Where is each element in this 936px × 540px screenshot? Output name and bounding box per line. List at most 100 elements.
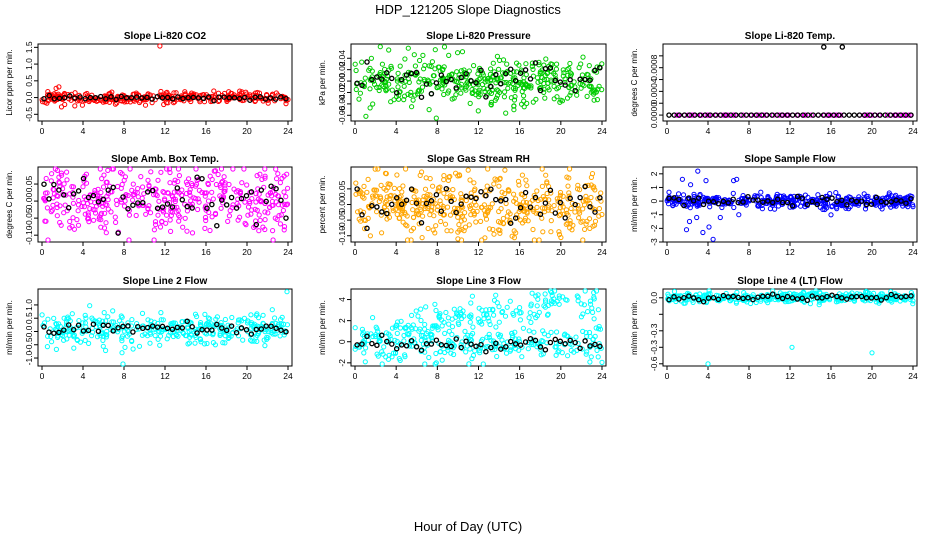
data-point (755, 197, 761, 203)
data-point (403, 343, 410, 349)
data-point (51, 330, 57, 336)
series-all-slopes (39, 43, 291, 110)
data-point (41, 195, 47, 201)
data-point (56, 329, 62, 336)
data-point (395, 70, 401, 77)
data-point (567, 195, 573, 202)
data-point (507, 66, 514, 72)
data-point (537, 344, 544, 350)
data-point (512, 77, 519, 84)
data-point (274, 216, 280, 222)
data-point (75, 188, 82, 194)
data-point (523, 177, 529, 183)
data-point (139, 95, 145, 101)
data-point (262, 96, 269, 102)
data-point (576, 65, 582, 71)
data-point (61, 94, 68, 101)
data-point (466, 68, 472, 74)
data-point (580, 311, 586, 317)
data-point (392, 206, 398, 212)
data-point (403, 324, 409, 330)
data-point (458, 203, 465, 209)
data-point (248, 189, 255, 195)
data-point (908, 293, 914, 299)
x-tick-label: 0 (40, 371, 45, 381)
data-point (582, 76, 588, 83)
data-point (195, 95, 202, 101)
data-point (557, 199, 564, 206)
data-point (423, 304, 429, 310)
data-point (491, 312, 497, 318)
series-hourly-median (666, 44, 914, 118)
data-point (500, 215, 506, 222)
data-point (592, 90, 598, 96)
data-point (587, 204, 593, 210)
data-point (529, 290, 535, 296)
panel-title: Slope Line 3 Flow (436, 276, 521, 287)
data-point (578, 219, 584, 225)
data-point (353, 67, 359, 74)
data-point (80, 320, 86, 326)
data-point (262, 166, 268, 172)
data-point (386, 47, 392, 53)
data-point (888, 199, 894, 205)
data-point (149, 100, 155, 106)
data-point (455, 312, 461, 318)
data-point (494, 353, 500, 360)
data-point (476, 348, 483, 354)
data-point (591, 97, 597, 103)
data-point (506, 187, 512, 194)
data-point (768, 296, 774, 302)
data-point (423, 175, 429, 181)
data-point (175, 178, 181, 185)
data-point (750, 197, 756, 203)
x-tick-label: 24 (597, 126, 607, 136)
series-hourly-median (666, 291, 914, 305)
data-point (158, 310, 164, 316)
data-point (115, 325, 121, 331)
data-point (115, 230, 121, 236)
data-point (521, 104, 527, 110)
data-point (408, 186, 415, 192)
data-point (91, 217, 97, 223)
data-point (809, 198, 815, 205)
data-point (554, 329, 560, 335)
data-point (198, 320, 204, 326)
data-point (41, 324, 47, 330)
data-point (186, 189, 193, 195)
data-point (103, 332, 109, 338)
data-point (119, 333, 126, 339)
data-point (432, 66, 438, 72)
data-point (164, 201, 171, 207)
data-point (691, 191, 697, 197)
data-point (189, 182, 195, 188)
data-point (522, 215, 529, 221)
series-all-slopes (353, 166, 605, 243)
data-point (272, 96, 279, 102)
data-point (576, 215, 582, 221)
data-point (414, 208, 420, 214)
data-point (216, 94, 222, 100)
data-point (508, 344, 514, 350)
data-point (878, 198, 885, 205)
data-point (503, 350, 510, 356)
data-point (476, 94, 482, 100)
data-point (386, 81, 392, 87)
data-point (736, 212, 742, 218)
data-point (448, 76, 454, 83)
data-point (263, 323, 269, 329)
data-point (719, 204, 725, 211)
data-point (800, 112, 806, 118)
data-point (485, 343, 491, 350)
x-tick-label: 4 (706, 247, 711, 257)
data-point (908, 112, 914, 118)
data-point (565, 333, 571, 339)
data-point (702, 196, 708, 202)
data-point (422, 62, 428, 69)
data-point (251, 321, 257, 327)
y-tick-label: -0.10 (24, 225, 34, 245)
data-point (887, 112, 894, 118)
data-point (551, 96, 557, 102)
data-point (106, 99, 113, 105)
